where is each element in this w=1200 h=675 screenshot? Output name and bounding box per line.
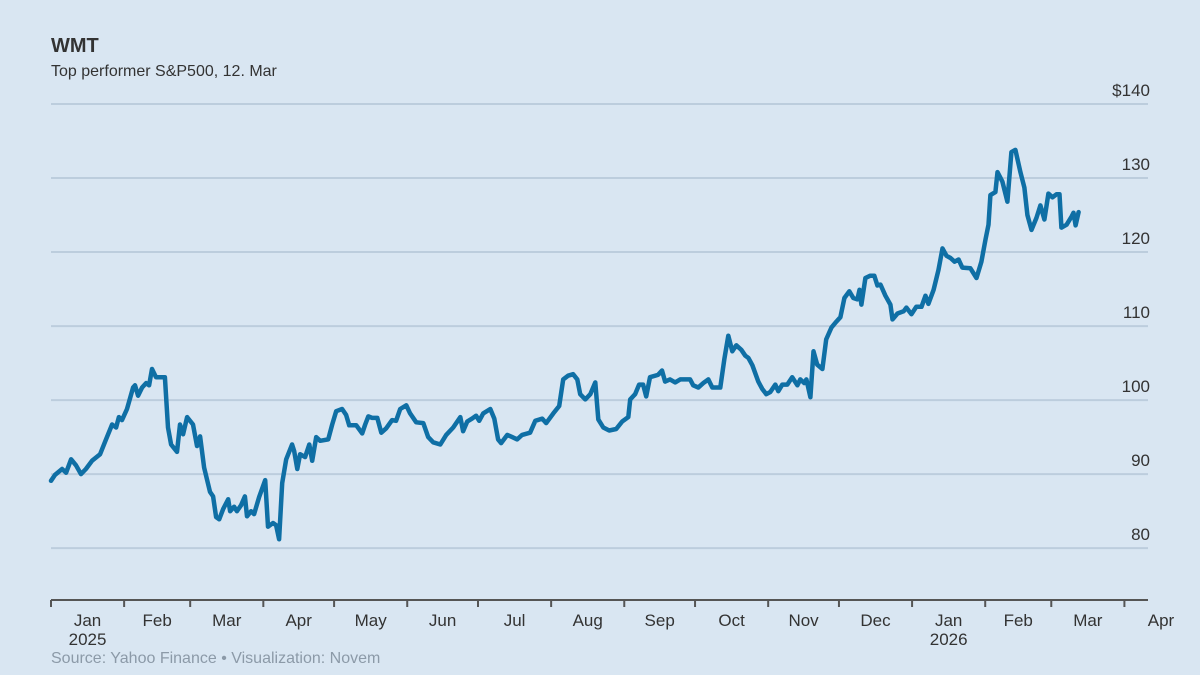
x-tick-label: Jan [74, 611, 101, 630]
x-tick-label: Mar [212, 611, 242, 630]
x-tick-label: Jan [935, 611, 962, 630]
chart-subtitle: Top performer S&P500, 12. Mar [51, 63, 278, 80]
x-tick-label: May [355, 611, 388, 630]
price-line [48, 147, 1081, 542]
x-tick-label: Nov [788, 611, 819, 630]
year-label: 2025 [69, 630, 107, 649]
x-tick-label: Apr [1148, 611, 1175, 630]
y-tick-label: 130 [1122, 155, 1150, 174]
source: Source: Yahoo Finance • Visualization: N… [51, 650, 380, 667]
x-tick-label: Jun [429, 611, 456, 630]
x-tick-label: Feb [1004, 611, 1033, 630]
year-label: 2026 [930, 630, 968, 649]
x-tick-label: Apr [285, 611, 312, 630]
x-tick-label: Dec [860, 611, 891, 630]
y-tick-label: $140 [1112, 81, 1150, 100]
x-tick-label: Jul [504, 611, 526, 630]
y-tick-label: 120 [1122, 229, 1150, 248]
x-tick-label: Aug [573, 611, 603, 630]
y-tick-label: 90 [1131, 451, 1150, 470]
x-tick-label: Sep [645, 611, 675, 630]
x-tick-label: Feb [143, 611, 172, 630]
y-tick-label: 80 [1131, 525, 1150, 544]
y-tick-label: 110 [1123, 303, 1150, 322]
y-tick-label: 100 [1122, 377, 1150, 396]
chart-title: WMT [51, 35, 99, 57]
x-tick-label: Oct [718, 611, 745, 630]
x-tick-label: Mar [1073, 611, 1103, 630]
